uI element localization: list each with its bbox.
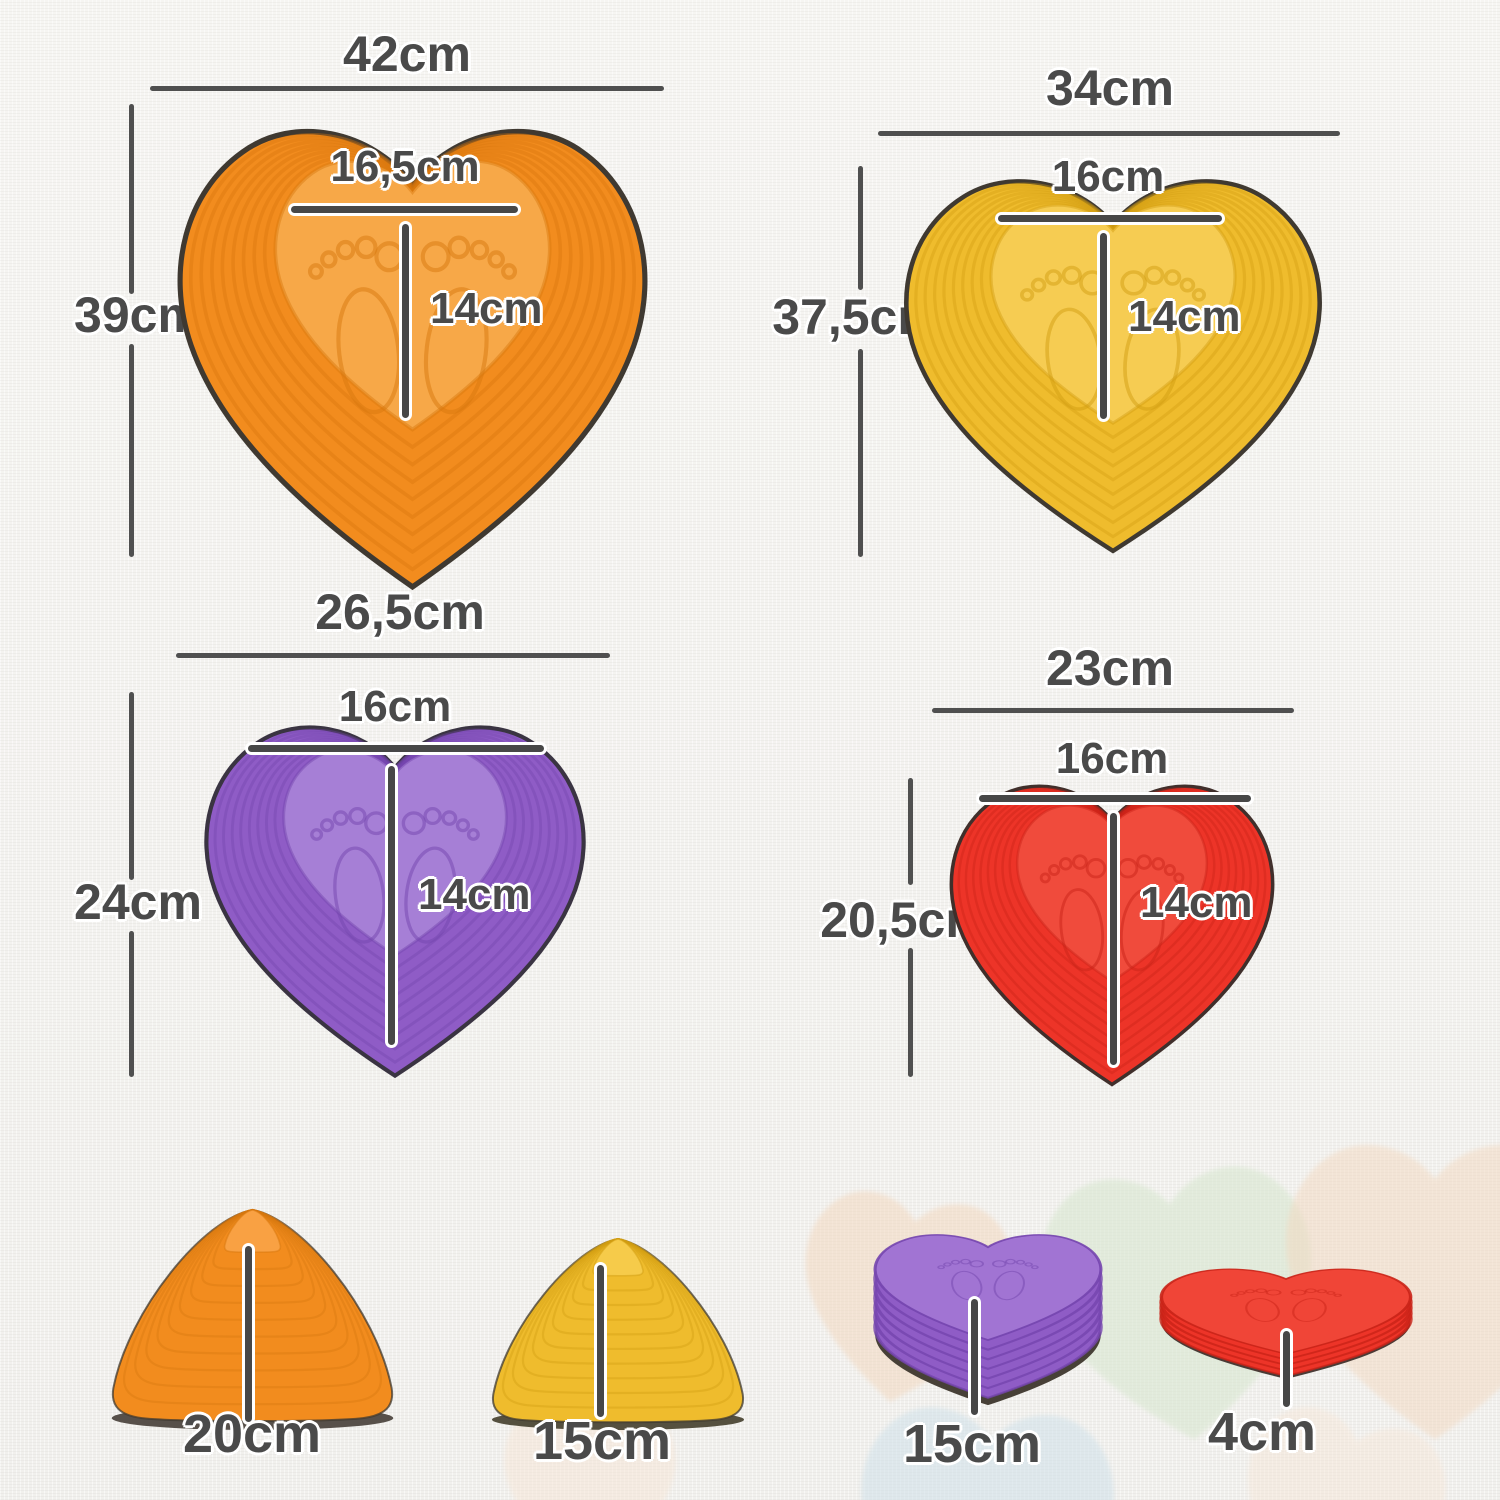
footprints-icon bbox=[307, 235, 518, 415]
red-side-height-line bbox=[1280, 1328, 1293, 1410]
yellow-stone-side-view bbox=[491, 1237, 745, 1430]
footprints-icon bbox=[937, 1258, 1039, 1301]
purple-inner-height-line bbox=[385, 763, 398, 1048]
red-outer-height-line-bottom bbox=[908, 948, 913, 1077]
yellow-inner-width-label: 16cm bbox=[1051, 152, 1165, 201]
footprints-icon bbox=[1039, 854, 1185, 972]
red-inner-width-label: 16cm bbox=[1055, 734, 1169, 783]
red-outer-width-label: 23cm bbox=[1046, 640, 1174, 696]
orange-inner-height-line bbox=[399, 221, 412, 421]
purple-outer-height-label: 24cm bbox=[74, 874, 202, 930]
orange-outer-height-line-bottom bbox=[129, 344, 134, 557]
purple-stone-side-view bbox=[873, 1234, 1103, 1406]
orange-inner-width-line bbox=[288, 203, 521, 216]
orange-side-height-line bbox=[242, 1243, 255, 1425]
footprints-icon bbox=[310, 806, 480, 944]
pastel-heart-peach-bottom bbox=[1248, 1407, 1446, 1500]
footprints-icon bbox=[1229, 1288, 1343, 1322]
purple-inner-height-label: 14cm bbox=[418, 870, 531, 919]
purple-outer-height-line-bottom bbox=[129, 931, 134, 1077]
orange-side-height-label: 20cm bbox=[182, 1404, 322, 1464]
orange-inner-width-label: 16,5cm bbox=[330, 142, 480, 191]
purple-side-height-line bbox=[968, 1296, 981, 1418]
orange-inner-height-label: 14cm bbox=[430, 284, 543, 333]
red-outer-height-line-top bbox=[908, 778, 913, 885]
pastel-heart-blue bbox=[861, 1407, 1114, 1500]
red-side-height-label: 4cm bbox=[1207, 1402, 1317, 1462]
yellow-inner-height-label: 14cm bbox=[1128, 292, 1241, 341]
purple-inner-width-line bbox=[245, 742, 547, 755]
purple-outer-height-line-top bbox=[129, 692, 134, 880]
orange-outer-width-label: 42cm bbox=[343, 26, 471, 82]
yellow-side-height-line bbox=[594, 1262, 607, 1420]
red-outer-width-line bbox=[932, 708, 1294, 713]
purple-side-height-label: 15cm bbox=[902, 1414, 1042, 1474]
purple-outer-width-line bbox=[176, 653, 610, 658]
orange-outer-height-line-top bbox=[129, 104, 134, 294]
yellow-outer-height-line-bottom bbox=[858, 349, 863, 557]
purple-inner-width-label: 16cm bbox=[338, 682, 452, 731]
yellow-stone-top-view bbox=[904, 179, 1322, 554]
yellow-inner-width-line bbox=[995, 212, 1225, 225]
orange-stone-side-view bbox=[111, 1208, 394, 1430]
yellow-side-height-label: 15cm bbox=[532, 1411, 672, 1471]
purple-outer-width-label: 26,5cm bbox=[315, 584, 485, 640]
red-inner-height-line bbox=[1107, 810, 1120, 1068]
red-inner-height-label: 14cm bbox=[1140, 878, 1253, 927]
yellow-inner-height-line bbox=[1097, 230, 1110, 422]
orange-outer-width-line bbox=[150, 86, 664, 91]
yellow-outer-width-label: 34cm bbox=[1046, 60, 1174, 116]
orange-stone-top-view bbox=[177, 129, 648, 591]
red-inner-width-line bbox=[976, 792, 1254, 805]
yellow-outer-width-line bbox=[878, 131, 1340, 136]
yellow-outer-height-line-top bbox=[858, 166, 863, 290]
